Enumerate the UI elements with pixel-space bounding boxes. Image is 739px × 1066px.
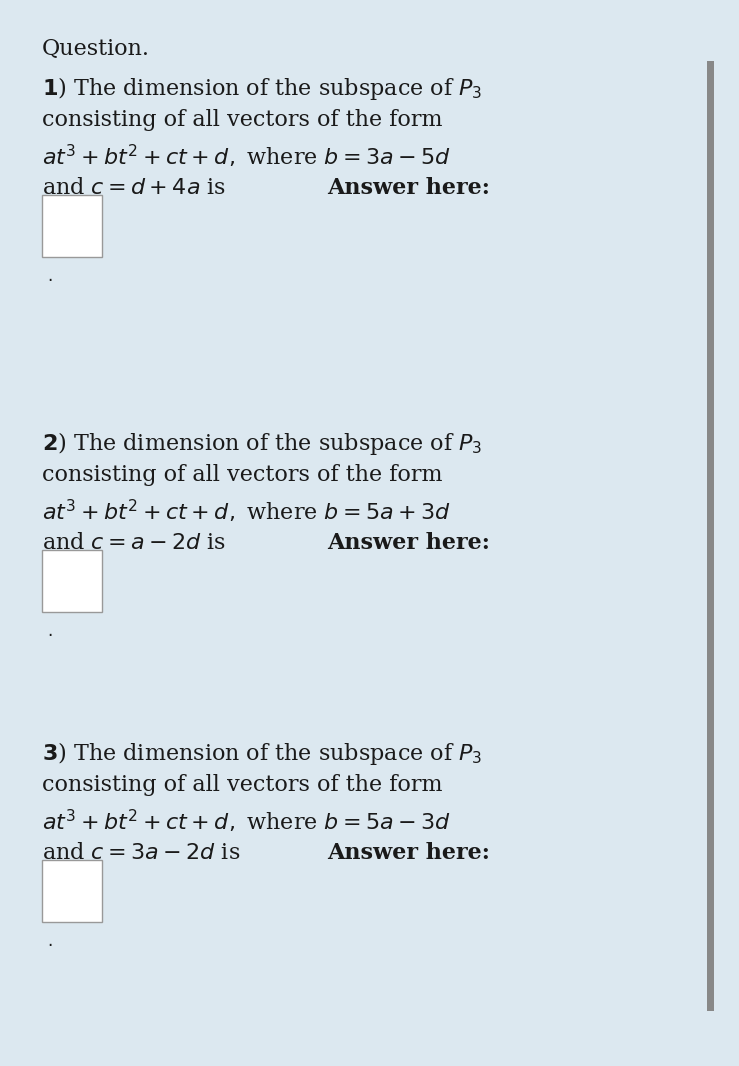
Text: Answer here:: Answer here: xyxy=(327,177,490,199)
Text: .: . xyxy=(47,932,52,950)
Text: $\mathbf{1}$) The dimension of the subspace of $P_3$: $\mathbf{1}$) The dimension of the subsp… xyxy=(42,75,483,102)
Text: and $c = 3a - 2d$ is: and $c = 3a - 2d$ is xyxy=(42,842,242,865)
Text: Answer here:: Answer here: xyxy=(327,842,490,865)
Text: .: . xyxy=(47,266,52,285)
Text: consisting of all vectors of the form: consisting of all vectors of the form xyxy=(42,774,443,796)
Text: $\mathbf{2}$) The dimension of the subspace of $P_3$: $\mathbf{2}$) The dimension of the subsp… xyxy=(42,430,483,457)
Text: $at^3 + bt^2 + ct + d,$ where $b = 5a + 3d$: $at^3 + bt^2 + ct + d,$ where $b = 5a + … xyxy=(42,498,451,526)
Text: $at^3 + bt^2 + ct + d,$ where $b = 3a - 5d$: $at^3 + bt^2 + ct + d,$ where $b = 3a - … xyxy=(42,143,451,171)
Text: Question.: Question. xyxy=(42,38,150,60)
Text: and $c = a - 2d$ is: and $c = a - 2d$ is xyxy=(42,532,228,554)
Text: .: . xyxy=(47,621,52,640)
Text: $at^3 + bt^2 + ct + d,$ where $b = 5a - 3d$: $at^3 + bt^2 + ct + d,$ where $b = 5a - … xyxy=(42,808,451,835)
Text: $\mathbf{3}$) The dimension of the subspace of $P_3$: $\mathbf{3}$) The dimension of the subsp… xyxy=(42,740,483,768)
Text: consisting of all vectors of the form: consisting of all vectors of the form xyxy=(42,464,443,486)
Text: Answer here:: Answer here: xyxy=(327,532,490,554)
Text: consisting of all vectors of the form: consisting of all vectors of the form xyxy=(42,109,443,131)
Text: and $c = d + 4a$ is: and $c = d + 4a$ is xyxy=(42,177,228,199)
